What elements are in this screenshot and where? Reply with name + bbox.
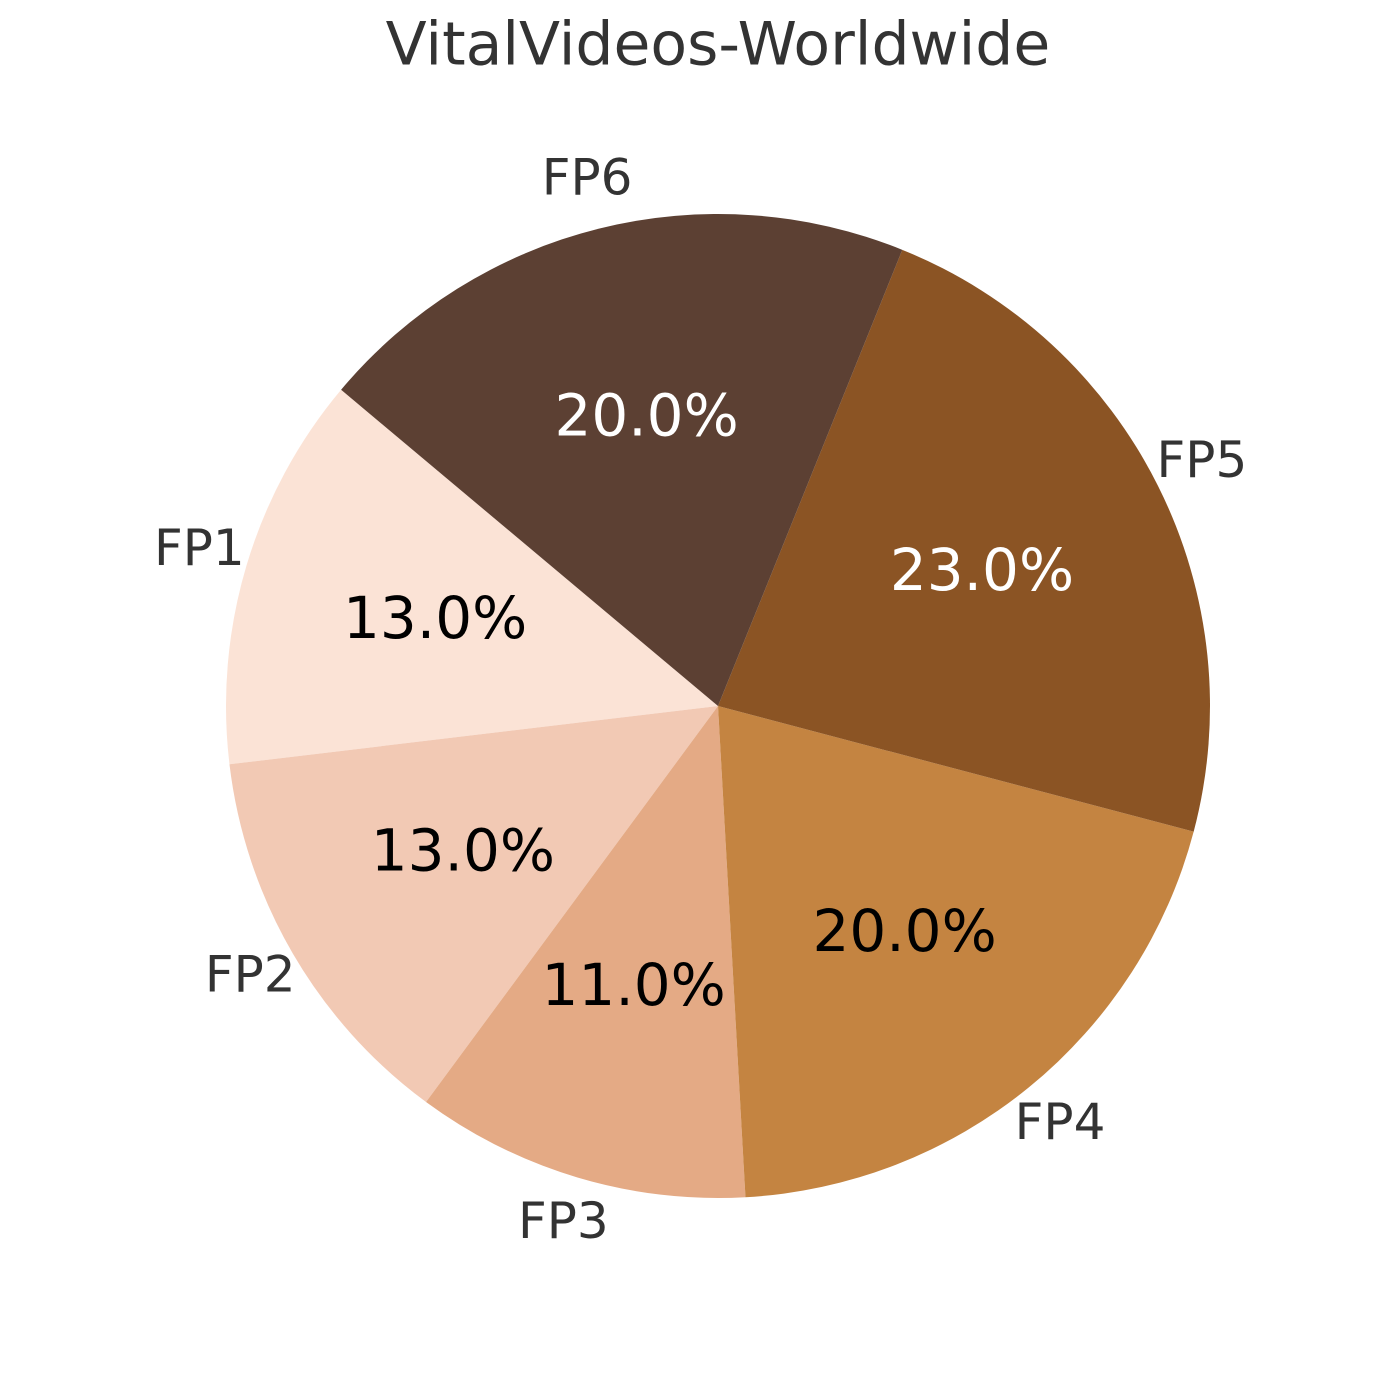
chart-title: VitalVideos-Worldwide bbox=[386, 10, 1051, 80]
value-label: 13.0% bbox=[343, 584, 527, 652]
slice-label: FP1 bbox=[154, 519, 245, 577]
slice-label: FP4 bbox=[1015, 1093, 1106, 1151]
value-label: 11.0% bbox=[542, 951, 726, 1019]
pie-slice bbox=[718, 249, 1210, 832]
pie-slice bbox=[718, 706, 1194, 1198]
pie-slice bbox=[341, 214, 903, 706]
pie-slice bbox=[226, 389, 719, 765]
slice-label: FP5 bbox=[1157, 431, 1248, 489]
slice-label: FP6 bbox=[542, 148, 633, 206]
pie-slice bbox=[426, 706, 746, 1199]
value-label: 23.0% bbox=[890, 536, 1074, 604]
value-label: 13.0% bbox=[371, 817, 555, 885]
slice-label: FP3 bbox=[518, 1192, 609, 1250]
value-label: 20.0% bbox=[554, 382, 738, 450]
value-label: 20.0% bbox=[812, 897, 996, 965]
pie-slice bbox=[229, 706, 718, 1103]
slice-label: FP2 bbox=[205, 946, 296, 1004]
